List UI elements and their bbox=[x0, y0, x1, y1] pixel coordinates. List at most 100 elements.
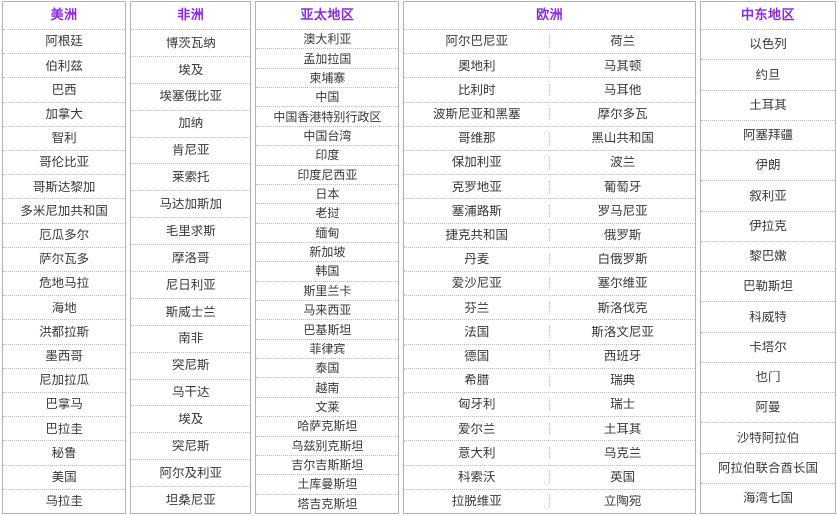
table-row[interactable]: 危地马拉 bbox=[3, 271, 126, 295]
table-row[interactable]: 巴西 bbox=[3, 77, 126, 101]
table-row[interactable]: 突尼斯 bbox=[131, 432, 251, 459]
table-row[interactable]: 德国 西班牙 bbox=[404, 343, 695, 368]
table-row[interactable]: 南非 bbox=[131, 324, 251, 352]
table-row[interactable]: 也门 bbox=[701, 361, 836, 392]
table-row[interactable]: 哥伦比亚 bbox=[3, 150, 126, 174]
table-row[interactable]: 埃及 bbox=[131, 405, 251, 432]
table-row[interactable]: 马达加斯加 bbox=[131, 190, 251, 217]
table-row[interactable]: 中国台湾 bbox=[256, 125, 399, 145]
table-row[interactable]: 哥维那 黑山共和国 bbox=[404, 125, 695, 150]
table-row[interactable]: 尼加拉瓜 bbox=[3, 367, 126, 392]
table-row[interactable]: 尼日利亚 bbox=[131, 271, 251, 298]
table-row[interactable]: 阿曼 bbox=[701, 392, 836, 422]
table-row[interactable]: 美国 bbox=[3, 464, 126, 489]
table-row[interactable]: 乌兹别克斯坦 bbox=[256, 435, 399, 455]
table-row[interactable]: 海湾七国 bbox=[701, 482, 836, 513]
table-row[interactable]: 孟加拉国 bbox=[256, 48, 399, 67]
table-row[interactable]: 阿尔及利亚 bbox=[131, 459, 251, 486]
table-row[interactable]: 塞浦路斯 罗马尼亚 bbox=[404, 198, 695, 222]
table-row[interactable]: 阿拉伯联合酋长国 bbox=[701, 452, 836, 483]
table-row[interactable]: 马来西亚 bbox=[256, 300, 399, 319]
table-row[interactable]: 秘鲁 bbox=[3, 440, 126, 464]
table-row[interactable]: 海地 bbox=[3, 295, 126, 319]
table-row[interactable]: 摩洛哥 bbox=[131, 244, 251, 271]
table-row[interactable]: 阿塞拜疆 bbox=[701, 119, 836, 150]
table-row[interactable]: 阿尔巴尼亚 荷兰 bbox=[404, 29, 695, 53]
table-row[interactable]: 毛里求斯 bbox=[131, 217, 251, 244]
table-row[interactable]: 哈萨克斯坦 bbox=[256, 416, 399, 435]
table-row[interactable]: 埃及 bbox=[131, 55, 251, 83]
table-row[interactable]: 卡塔尔 bbox=[701, 331, 836, 362]
table-row[interactable]: 印度 bbox=[256, 145, 399, 164]
table-row[interactable]: 日本 bbox=[256, 183, 399, 203]
table-row[interactable]: 吉尔吉斯斯坦 bbox=[256, 454, 399, 474]
table-row[interactable]: 韩国 bbox=[256, 261, 399, 280]
table-row[interactable]: 比利时 马耳他 bbox=[404, 77, 695, 101]
table-row[interactable]: 加纳 bbox=[131, 109, 251, 137]
table-row[interactable]: 科威特 bbox=[701, 301, 836, 331]
table-row[interactable]: 厄瓜多尔 bbox=[3, 222, 126, 247]
table-row[interactable]: 奧地利 马其顿 bbox=[404, 53, 695, 77]
table-row[interactable]: 约旦 bbox=[701, 59, 836, 89]
table-row[interactable]: 阿根廷 bbox=[3, 29, 126, 53]
table-row[interactable]: 老挝 bbox=[256, 203, 399, 222]
table-row[interactable]: 澳大利亚 bbox=[256, 29, 399, 48]
table-row[interactable]: 肯尼亚 bbox=[131, 136, 251, 164]
table-row[interactable]: 突尼斯 bbox=[131, 351, 251, 379]
table-row[interactable]: 柬埔寨 bbox=[256, 67, 399, 87]
table-row[interactable]: 土库曼斯坦 bbox=[256, 474, 399, 493]
table-row[interactable]: 捷克共和国 俄罗斯 bbox=[404, 222, 695, 247]
table-row[interactable]: 乌拉圭 bbox=[3, 488, 126, 513]
table-row[interactable]: 文莱 bbox=[256, 396, 399, 416]
table-row[interactable]: 博茨瓦纳 bbox=[131, 29, 251, 56]
table-row[interactable]: 坦桑尼亚 bbox=[131, 486, 251, 513]
table-row[interactable]: 土耳其 bbox=[701, 89, 836, 120]
table-row[interactable]: 丹麦 白俄罗斯 bbox=[404, 246, 695, 271]
table-row[interactable]: 沙特阿拉伯 bbox=[701, 422, 836, 452]
table-row[interactable]: 黎巴嫩 bbox=[701, 240, 836, 271]
table-row[interactable]: 爱沙尼亚 塞尔维亚 bbox=[404, 271, 695, 295]
table-row[interactable]: 菲律宾 bbox=[256, 338, 399, 358]
table-row[interactable]: 哥斯达黎加 bbox=[3, 174, 126, 198]
table-row[interactable]: 爱尔兰 土耳其 bbox=[404, 416, 695, 440]
table-row[interactable]: 保加利亚 波兰 bbox=[404, 150, 695, 174]
table-row[interactable]: 洪都拉斯 bbox=[3, 319, 126, 343]
table-row[interactable]: 芬兰 斯洛伐克 bbox=[404, 295, 695, 319]
table-row[interactable]: 伊拉克 bbox=[701, 210, 836, 241]
table-row[interactable]: 新加坡 bbox=[256, 241, 399, 261]
table-row[interactable]: 巴基斯坦 bbox=[256, 319, 399, 338]
table-row[interactable]: 拉脱维亚 立陶宛 bbox=[404, 488, 695, 513]
table-row[interactable]: 智利 bbox=[3, 125, 126, 150]
table-row[interactable]: 伯利兹 bbox=[3, 53, 126, 77]
table-row[interactable]: 加拿大 bbox=[3, 101, 126, 126]
table-row[interactable]: 法国 斯洛文尼亚 bbox=[404, 319, 695, 343]
table-row[interactable]: 克罗地亚 葡萄牙 bbox=[404, 174, 695, 198]
table-row[interactable]: 科索沃 英国 bbox=[404, 464, 695, 489]
table-row[interactable]: 意大利 乌克兰 bbox=[404, 440, 695, 464]
table-row[interactable]: 匈牙利 瑞士 bbox=[404, 392, 695, 416]
table-row[interactable]: 多米尼加共和国 bbox=[3, 198, 126, 222]
table-row[interactable]: 斯里兰卡 bbox=[256, 280, 399, 300]
table-row[interactable]: 埃塞俄比亚 bbox=[131, 82, 251, 110]
table-row[interactable]: 中国香港特别行政区 bbox=[256, 106, 399, 125]
table-row[interactable]: 塔吉克斯坦 bbox=[256, 493, 399, 513]
table-row[interactable]: 印度尼西亚 bbox=[256, 164, 399, 184]
table-row[interactable]: 希腊 瑞典 bbox=[404, 367, 695, 392]
table-row[interactable]: 伊朗 bbox=[701, 150, 836, 180]
table-row[interactable]: 墨西哥 bbox=[3, 343, 126, 368]
table-row[interactable]: 巴勒斯坦 bbox=[701, 271, 836, 301]
table-row[interactable]: 泰国 bbox=[256, 358, 399, 377]
table-row[interactable]: 巴拿马 bbox=[3, 392, 126, 416]
table-row[interactable]: 缅甸 bbox=[256, 222, 399, 242]
country-cell: 哥伦比亚 bbox=[39, 156, 90, 169]
table-row[interactable]: 莱索托 bbox=[131, 163, 251, 190]
table-row[interactable]: 乌干达 bbox=[131, 378, 251, 406]
table-row[interactable]: 斯威士兰 bbox=[131, 297, 251, 325]
table-row[interactable]: 巴拉圭 bbox=[3, 416, 126, 440]
table-row[interactable]: 萨尔瓦多 bbox=[3, 246, 126, 271]
table-row[interactable]: 中国 bbox=[256, 87, 399, 106]
table-row[interactable]: 越南 bbox=[256, 377, 399, 396]
table-row[interactable]: 叙利亚 bbox=[701, 180, 836, 210]
table-row[interactable]: 波斯尼亚和黑塞 摩尔多瓦 bbox=[404, 101, 695, 126]
table-row[interactable]: 以色列 bbox=[701, 29, 836, 59]
